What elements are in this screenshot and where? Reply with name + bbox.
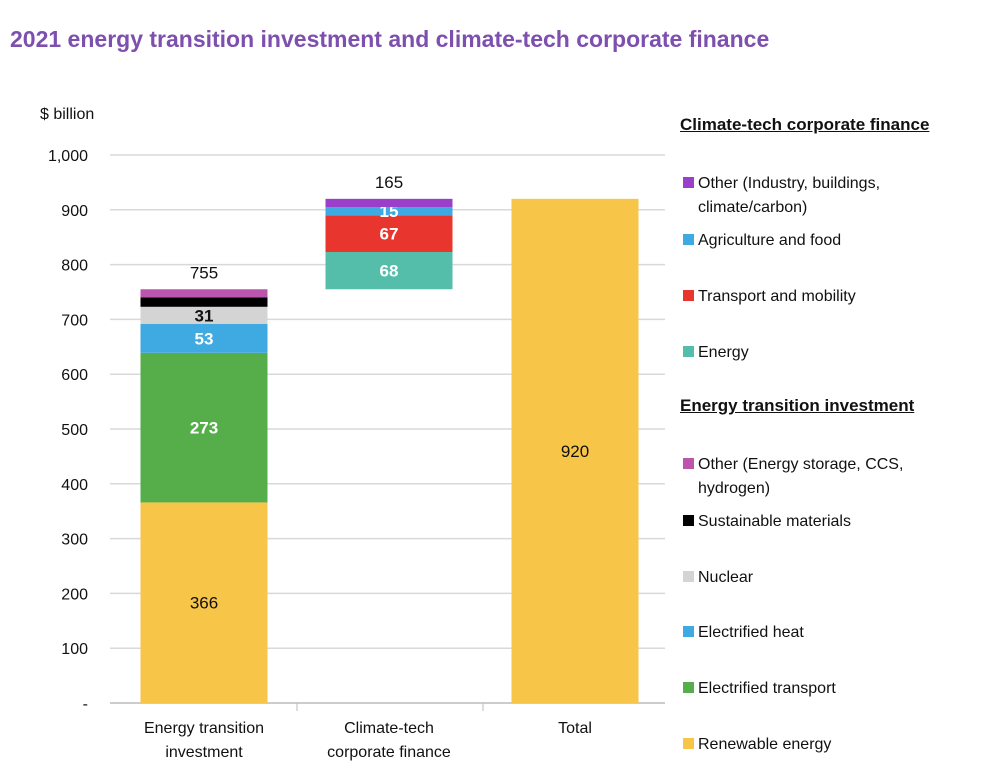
legend-swatch: [683, 177, 694, 188]
legend-item: Electrified transport: [683, 677, 973, 701]
legend-swatch: [683, 234, 694, 245]
bar-segment: [325, 198, 453, 208]
bar-segment: [140, 323, 268, 353]
data-label: 67: [380, 225, 399, 244]
bar-segment: [325, 251, 453, 290]
legend-item: Electrified heat: [683, 621, 973, 645]
data-label: 53: [195, 329, 214, 348]
bar-segment: [140, 297, 268, 307]
bar-segment: [140, 352, 268, 503]
bar-segment: [325, 207, 453, 216]
x-tick-label: Total: [558, 720, 592, 737]
bar-segment: [140, 502, 268, 703]
legend-label: Electrified transport: [698, 680, 836, 697]
legend-swatch: [683, 346, 694, 357]
legend-item: Nuclear: [683, 566, 973, 590]
legend-item: Other (Energy storage, CCS, hydrogen): [683, 453, 973, 501]
x-tick-label: Climate-tech: [344, 720, 434, 737]
legend-swatch: [683, 682, 694, 693]
legend-swatch: [683, 738, 694, 749]
legend-label: Nuclear: [698, 569, 754, 586]
bar-segment: [325, 215, 453, 252]
data-label: 273: [190, 419, 218, 438]
legend-label: Energy: [698, 344, 749, 361]
x-tick-label: investment: [165, 744, 243, 761]
y-axis-label: $ billion: [40, 106, 94, 123]
legend-label: Other (Energy storage, CCS, hydrogen): [698, 456, 904, 497]
legend-label: Renewable energy: [698, 736, 832, 753]
data-label: 366: [190, 594, 218, 613]
legend-label: Agriculture and food: [698, 232, 842, 249]
legend-label: Transport and mobility: [698, 288, 856, 305]
legend-item: Agriculture and food: [683, 229, 973, 253]
legend-item: Renewable energy: [683, 733, 973, 757]
x-tick-label: Energy transition: [144, 720, 264, 737]
legend-item: Transport and mobility: [683, 285, 973, 309]
legend-swatch: [683, 290, 694, 301]
chart-title: 2021 energy transition investment and cl…: [10, 26, 770, 52]
data-label: 920: [561, 442, 589, 461]
bar-segment: [511, 198, 639, 703]
y-tick-label: 500: [61, 422, 88, 439]
bar-segment: [140, 289, 268, 298]
legend-swatch: [683, 458, 694, 469]
y-tick-label: 800: [61, 258, 88, 275]
bar-segment: [140, 306, 268, 324]
legend-label: Sustainable materials: [698, 513, 851, 530]
y-tick-label: 200: [61, 586, 88, 603]
total-label: 165: [375, 173, 403, 192]
legend-label: Other (Industry, buildings, climate/carb…: [698, 175, 881, 216]
y-tick-label: 300: [61, 532, 88, 549]
y-tick-label: 700: [61, 312, 88, 329]
legend-swatch: [683, 515, 694, 526]
y-tick-label: 900: [61, 203, 88, 220]
y-tick-label: 100: [61, 641, 88, 658]
y-tick-label: -: [83, 696, 88, 713]
legend-item: Energy: [683, 341, 973, 365]
y-tick-label: 1,000: [48, 148, 88, 165]
x-tick-label: corporate finance: [327, 744, 451, 761]
data-label: 68: [380, 262, 399, 281]
legend-item: Sustainable materials: [683, 510, 973, 534]
y-tick-label: 400: [61, 477, 88, 494]
legend-item: Other (Industry, buildings, climate/carb…: [683, 172, 973, 220]
legend-swatch: [683, 571, 694, 582]
data-label: 31: [195, 306, 214, 325]
legend-label: Electrified heat: [698, 624, 804, 641]
legend-swatch: [683, 626, 694, 637]
legend-heading: Climate-tech corporate finance: [680, 115, 930, 134]
total-label: 755: [190, 263, 218, 282]
legend-heading: Energy transition investment: [680, 396, 915, 415]
y-tick-label: 600: [61, 367, 88, 384]
